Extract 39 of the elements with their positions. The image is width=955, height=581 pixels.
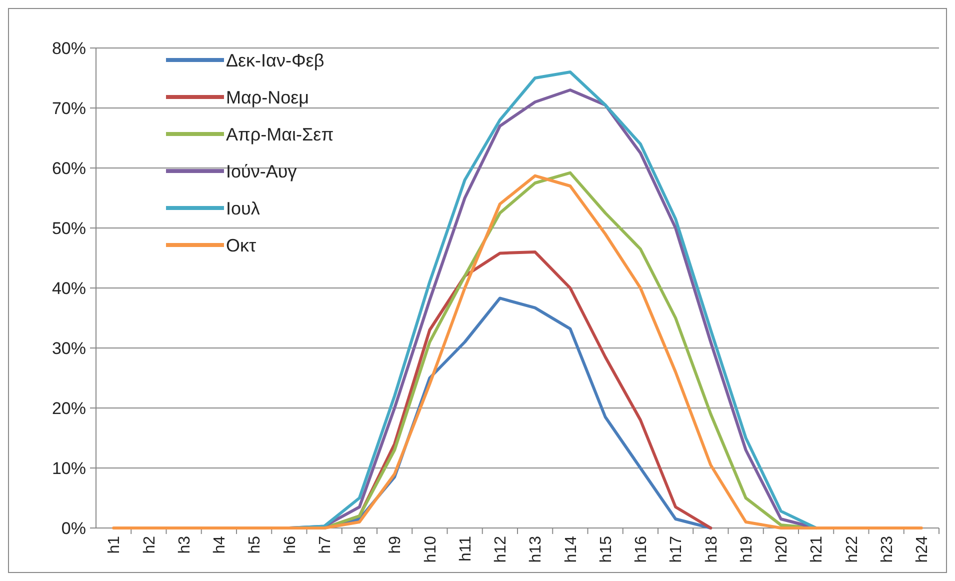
x-tick-label: h13: [528, 536, 545, 563]
y-tick-label: 50%: [52, 218, 86, 238]
y-tick-label: 20%: [52, 398, 86, 418]
x-tick-label: h19: [738, 536, 756, 563]
x-tick-label: h6: [282, 536, 299, 554]
y-tick-label: 70%: [52, 98, 86, 118]
y-tick-label: 30%: [52, 338, 86, 358]
x-tick-label: h7: [316, 536, 334, 554]
x-tick-label: h12: [492, 536, 510, 563]
legend-label: Ιουλ: [226, 198, 260, 218]
y-tick-label: 40%: [52, 278, 86, 298]
x-tick-label: h8: [352, 536, 370, 554]
x-tick-label: h3: [176, 536, 194, 554]
x-tick-label: h20: [774, 536, 791, 563]
x-tick-label: h22: [844, 536, 861, 563]
x-tick-label: h4: [212, 536, 229, 554]
x-tick-label: h21: [808, 536, 826, 563]
x-tick-label: h2: [141, 536, 158, 554]
legend-label: Απρ-Μαι-Σεπ: [226, 124, 334, 144]
x-tick-label: h17: [668, 536, 686, 563]
x-tick-label: h10: [422, 536, 440, 563]
y-tick-label: 80%: [52, 38, 86, 58]
x-tick-label: h5: [246, 536, 264, 554]
x-tick-label: h24: [914, 536, 932, 563]
x-tick-label: h18: [703, 536, 720, 563]
x-tick-label: h16: [633, 536, 650, 563]
x-tick-label: h11: [457, 536, 474, 562]
x-tick-label: h9: [387, 536, 404, 554]
x-tick-label: h1: [106, 536, 124, 554]
x-tick-label: h14: [562, 536, 580, 563]
y-tick-label: 60%: [52, 158, 86, 178]
legend-label: Οκτ: [226, 235, 256, 256]
legend-label: Μαρ-Νοεμ: [226, 87, 310, 108]
x-tick-label: h23: [878, 536, 896, 563]
y-tick-label: 10%: [52, 458, 86, 478]
x-tick-label: h15: [598, 536, 615, 563]
y-tick-label: 0%: [61, 518, 86, 538]
legend-label: Ιούν-Αυγ: [226, 161, 297, 182]
legend-label: Δεκ-Ιαν-Φεβ: [226, 50, 324, 70]
